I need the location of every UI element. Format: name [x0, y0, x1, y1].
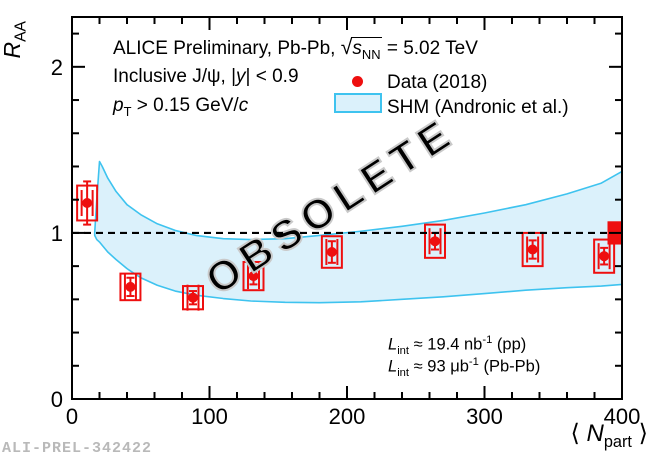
- data-point-4: [326, 247, 337, 258]
- syst-error-box: [593, 238, 616, 274]
- data-point-1: [125, 281, 136, 292]
- syst-error-box: [424, 223, 446, 259]
- sqrt-symbol: √: [340, 35, 353, 59]
- data-point-7: [599, 251, 610, 262]
- legend-data-marker-icon: [352, 76, 363, 87]
- luminosity-pbpb: Lint ≈ 93 μb-1 (Pb-Pb): [388, 356, 541, 379]
- y-tick-label: 0: [51, 387, 63, 412]
- annotation-rapidity: Inclusive J/ψ, |y| < 0.9: [113, 66, 299, 87]
- x-tick-label: 100: [191, 404, 228, 429]
- syst-error-box: [119, 272, 142, 302]
- syst-error-box: [320, 235, 343, 269]
- x-tick-label: 0: [66, 404, 78, 429]
- syst-error-box: [182, 285, 204, 311]
- x-axis-title: ⟨ Npart ⟩: [570, 420, 648, 451]
- x-tick-label: 200: [329, 404, 366, 429]
- annotation-pt-cut: pT > 0.15 GeV/c: [113, 95, 249, 119]
- legend-shm-label: SHM (Andronic et al.): [387, 97, 569, 118]
- data-point-6: [527, 244, 538, 255]
- x-tick-label: 300: [466, 404, 503, 429]
- figure-id: ALI-PREL-342422: [2, 440, 153, 457]
- data-point-2: [188, 292, 198, 303]
- syst-error-box: [76, 184, 99, 222]
- data-point-5: [430, 236, 440, 247]
- annotation-collision-system: ALICE Preliminary, Pb-Pb, √sNN = 5.02 Te…: [113, 35, 478, 62]
- legend-band-swatch-icon: [334, 93, 382, 113]
- data-point-3: [248, 271, 259, 282]
- legend-data-label: Data (2018): [387, 72, 488, 93]
- luminosity-pp: Lint ≈ 19.4 nb-1 (pp): [388, 334, 527, 357]
- syst-error-box: [242, 260, 265, 292]
- y-axis-title-symbol: R: [0, 41, 25, 59]
- data-point-0: [82, 198, 93, 209]
- y-axis-title-subscript: AA: [12, 21, 30, 42]
- x-tick-label: 400: [604, 404, 641, 429]
- y-tick-label: 1: [51, 221, 63, 246]
- y-tick-label: 2: [51, 55, 63, 80]
- y-axis-title: RAA: [0, 21, 31, 58]
